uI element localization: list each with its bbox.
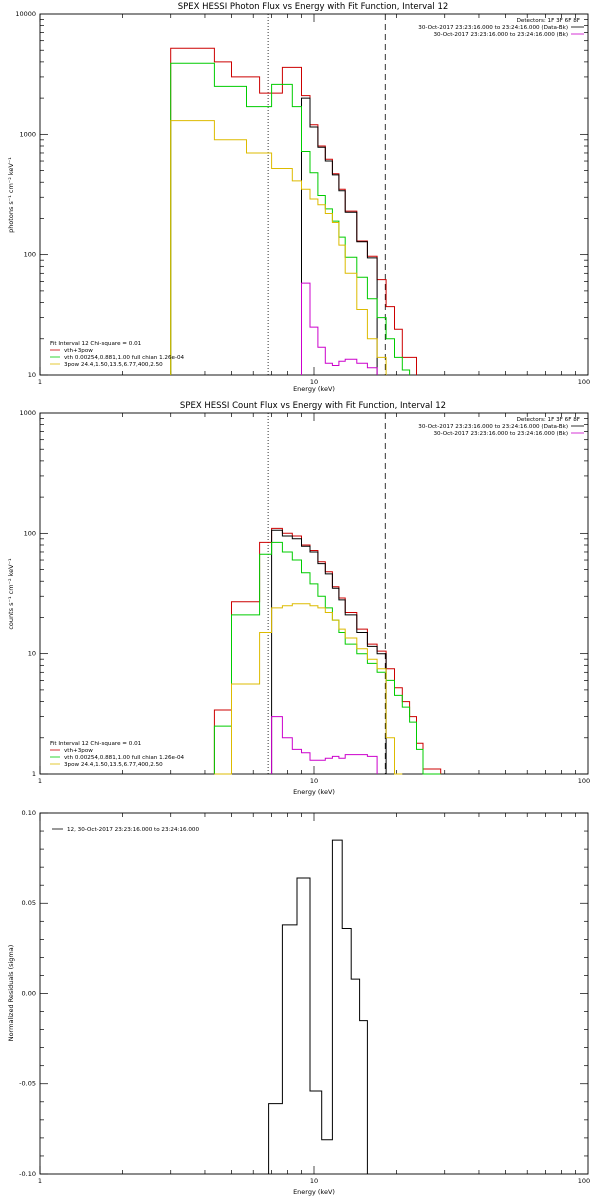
residuals-ytick-label: 0.10 <box>22 809 36 817</box>
residuals-ytick-label: -0.05 <box>19 1080 36 1088</box>
residuals-series-group <box>268 839 368 1174</box>
count-xtick-label: 1 <box>38 777 42 785</box>
photon-header-legend: Detectors: 1F 3F 6F 8F 30-Oct-2017 23:23… <box>418 18 584 38</box>
photon-fit-title: Fit Interval 12 Chi-square = 0.01 <box>50 341 142 347</box>
photon-fit-entry-total: vth+3pow <box>64 348 93 354</box>
photon-plot-frame <box>39 13 589 376</box>
count-fit-entry-vth: vth 0.00254,0.881,1.00 full chian 1.26e-… <box>64 755 185 761</box>
photon-series-bk <box>301 282 378 375</box>
count-ytick-label: 1000 <box>19 409 36 417</box>
count-flux-panel: SPEX HESSI Count Flux vs Energy with Fit… <box>7 401 590 796</box>
photon-xtick-label: 10 <box>310 378 318 386</box>
residuals-legend: 12, 30-Oct-2017 23:23:16.000 to 23:24:16… <box>52 827 199 833</box>
photon-fit-legend: Fit Interval 12 Chi-square = 0.01 vth+3p… <box>50 341 185 368</box>
residuals-ytick-label: 0.00 <box>22 990 36 998</box>
count-legend-data-bk: 30-Oct-2017 23:23:16.000 to 23:24:16.000… <box>418 424 568 430</box>
photon-axis-ticks <box>39 14 588 376</box>
photon-fit-entry-vth: vth 0.00254,0.881,1.00 full chian 1.26e-… <box>64 355 185 361</box>
residuals-xtick-label: 100 <box>578 1177 590 1185</box>
count-series-vth <box>213 541 441 775</box>
count-yaxis-label: counts s⁻¹ cm⁻² keV⁻¹ <box>7 558 15 630</box>
photon-ytick-label: 1000 <box>19 130 36 138</box>
count-header-legend: Detectors: 1F 3F 6F 8F 30-Oct-2017 23:23… <box>418 417 584 437</box>
residuals-xaxis-label: Energy (keV) <box>293 1188 335 1196</box>
count-series-bk <box>271 716 378 774</box>
residuals-plot-frame <box>39 812 589 1175</box>
count-series-group <box>213 413 442 775</box>
count-plot-frame <box>39 412 589 775</box>
count-axis-ticks <box>39 413 588 775</box>
count-series-3pow <box>214 603 403 775</box>
count-fit-entry-3pow: 3pow 24.4,1.50,13.5,6.77,400,2.50 <box>64 762 163 768</box>
count-fit-title: Fit Interval 12 Chi-square = 0.01 <box>50 741 142 747</box>
count-xtick-label: 10 <box>310 777 318 785</box>
count-fit-legend: Fit Interval 12 Chi-square = 0.01 vth+3p… <box>50 741 185 768</box>
count-ytick-label: 1 <box>32 770 36 778</box>
photon-ytick-label: 10000 <box>15 10 36 18</box>
photon-yaxis-label: photons s⁻¹ cm⁻² keV⁻¹ <box>7 157 15 233</box>
count-ytick-label: 10 <box>28 650 36 658</box>
photon-series-vth <box>170 62 411 375</box>
photon-fit-entry-3pow: 3pow 24.4,1.50,13.5,6.77,400,2.50 <box>64 362 163 368</box>
photon-xtick-label: 100 <box>578 378 590 386</box>
count-fit-entry-total: vth+3pow <box>64 748 93 754</box>
photon-series-group <box>170 14 417 375</box>
residuals-ytick-label: 0.05 <box>22 899 36 907</box>
photon-legend-bk: 30-Oct-2017 23:23:16.000 to 23:24:16.000… <box>433 32 568 38</box>
residuals-xtick-label: 1 <box>38 1177 42 1185</box>
photon-ytick-label: 10 <box>28 371 36 379</box>
photon-chart-title: SPEX HESSI Photon Flux vs Energy with Fi… <box>178 2 449 12</box>
count-xtick-label: 100 <box>578 777 590 785</box>
residuals-legend-label: 12, 30-Oct-2017 23:23:16.000 to 23:24:16… <box>67 827 199 833</box>
photon-xaxis-label: Energy (keV) <box>293 385 335 393</box>
photon-legend-data-bk: 30-Oct-2017 23:23:16.000 to 23:24:16.000… <box>418 25 568 31</box>
residuals-xtick-label: 10 <box>310 1177 318 1185</box>
count-series-data-bk <box>271 529 387 774</box>
photon-series-data-bk <box>301 97 378 375</box>
photon-series-3pow <box>170 120 387 375</box>
photon-ytick-label: 100 <box>24 251 36 259</box>
photon-detectors-label: Detectors: 1F 3F 6F 8F <box>517 18 580 24</box>
count-chart-title: SPEX HESSI Count Flux vs Energy with Fit… <box>180 401 446 411</box>
count-legend-bk: 30-Oct-2017 23:23:16.000 to 23:24:16.000… <box>433 431 568 437</box>
residuals-axis-ticks <box>39 812 588 1175</box>
photon-series-vth-3pow <box>170 47 417 375</box>
residuals-ytick-label: -0.10 <box>19 1170 36 1178</box>
count-xaxis-label: Energy (keV) <box>293 788 335 796</box>
count-series-vth-3pow <box>213 527 442 774</box>
photon-flux-panel: SPEX HESSI Photon Flux vs Energy with Fi… <box>7 2 590 393</box>
residuals-yaxis-label: Normalized Residuals (sigma) <box>7 945 15 1042</box>
count-ytick-label: 100 <box>24 529 36 537</box>
count-detectors-label: Detectors: 1F 3F 6F 8F <box>517 417 580 423</box>
residuals-series-12-30-oct-2017-23-23-16-000-to-23-24-16-000 <box>268 839 368 1174</box>
photon-xtick-label: 1 <box>38 378 42 386</box>
residuals-panel: -0.10 -0.05 0.00 0.05 0.10 1 10 100 Ener… <box>7 809 590 1196</box>
